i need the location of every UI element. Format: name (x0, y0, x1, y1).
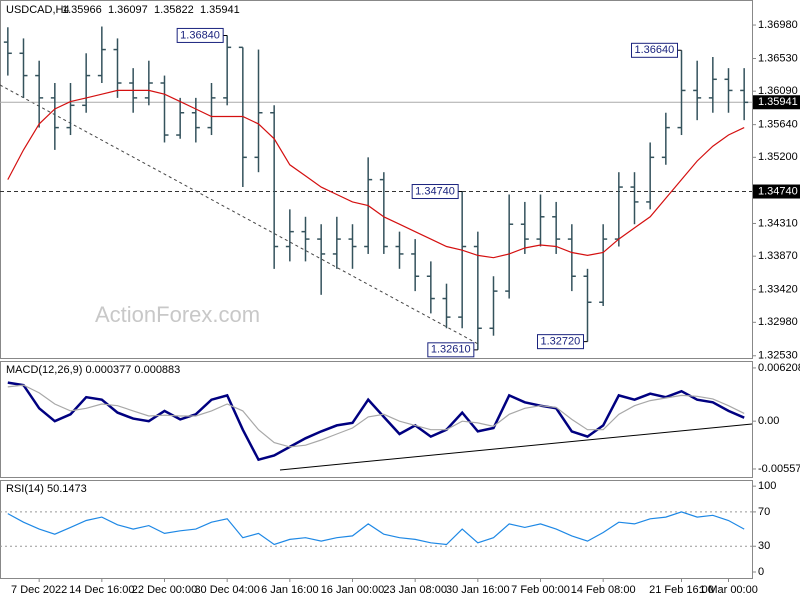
header-value: 1.35966 (62, 4, 102, 16)
y-tick-label: 1.35200 (758, 151, 798, 163)
y-tick-label: 1.36980 (758, 19, 798, 31)
header-value: 1.36097 (108, 4, 148, 16)
y-tick-label: 0 (758, 566, 764, 578)
level-label: 1.34740 (758, 185, 798, 197)
x-tick-label: 7 Dec 2022 (11, 584, 67, 596)
x-tick-label: 30 Jan 16:00 (446, 584, 510, 596)
panel-title: RSI(14) 50.1473 (6, 483, 87, 495)
annotation-box (411, 184, 459, 200)
y-tick-label: 1.35640 (758, 119, 798, 131)
x-tick-label: 14 Dec 16:00 (69, 584, 134, 596)
price-panel (0, 0, 753, 359)
x-tick-label: 14 Feb 08:00 (571, 584, 636, 596)
y-tick-label: 0.006208 (758, 362, 800, 374)
last-price-box (753, 95, 800, 110)
y-tick-label: 1.36090 (758, 85, 798, 97)
annotation-label: 1.36640 (635, 44, 675, 56)
annotation-label: 1.32720 (541, 336, 581, 348)
x-tick-label: 16 Jan 00:00 (321, 584, 385, 596)
header-value: 1.35941 (200, 4, 240, 16)
y-tick-label: 1.36530 (758, 52, 798, 64)
x-tick-label: 21 Feb 16:00 (649, 584, 714, 596)
series-line (7, 511, 745, 546)
series-line (7, 384, 745, 448)
y-tick-label: 0.00 (758, 415, 779, 427)
y-tick-label: -0.005577 (758, 463, 800, 475)
rsi-panel (0, 480, 753, 579)
y-tick-label: 1.32980 (758, 316, 798, 328)
series-line (7, 89, 745, 259)
annotation-label: 1.36840 (180, 29, 220, 41)
panel-title: MACD(12,26,9) 0.000377 0.000883 (6, 364, 180, 376)
y-tick-label: 30 (758, 540, 770, 552)
annotation-label: 1.34740 (415, 185, 455, 197)
macd-trend-line (279, 423, 753, 471)
watermark: ActionForex.com (95, 302, 260, 327)
x-tick-label: 1 Mar 00:00 (699, 584, 758, 596)
x-tick-label: 30 Dec 04:00 (194, 584, 259, 596)
y-tick-label: 1.33420 (758, 284, 798, 296)
x-tick-label: 7 Feb 00:00 (511, 584, 570, 596)
y-tick-label: 100 (758, 480, 776, 492)
trend-line (0, 84, 481, 346)
annotation-label: 1.32610 (431, 344, 471, 356)
y-tick-label: 70 (758, 506, 770, 518)
price-title: USDCAD,H4 (6, 4, 70, 16)
annotation-box (427, 342, 475, 358)
x-tick-label: 6 Jan 16:00 (261, 584, 319, 596)
annotation-box (176, 27, 224, 43)
y-tick-label: 1.33870 (758, 250, 798, 262)
macd-panel (0, 361, 753, 478)
header-value: 1.35822 (154, 4, 194, 16)
y-tick-label: 1.34310 (758, 217, 798, 229)
last-price-label: 1.35941 (758, 96, 798, 108)
annotation-box (631, 42, 678, 58)
series-line (7, 381, 745, 462)
level-label-box (753, 184, 800, 199)
x-tick-label: 22 Dec 00:00 (132, 584, 197, 596)
annotation-box (537, 334, 584, 350)
x-tick-label: 23 Jan 08:00 (383, 584, 447, 596)
y-tick-label: 1.32530 (758, 350, 798, 362)
